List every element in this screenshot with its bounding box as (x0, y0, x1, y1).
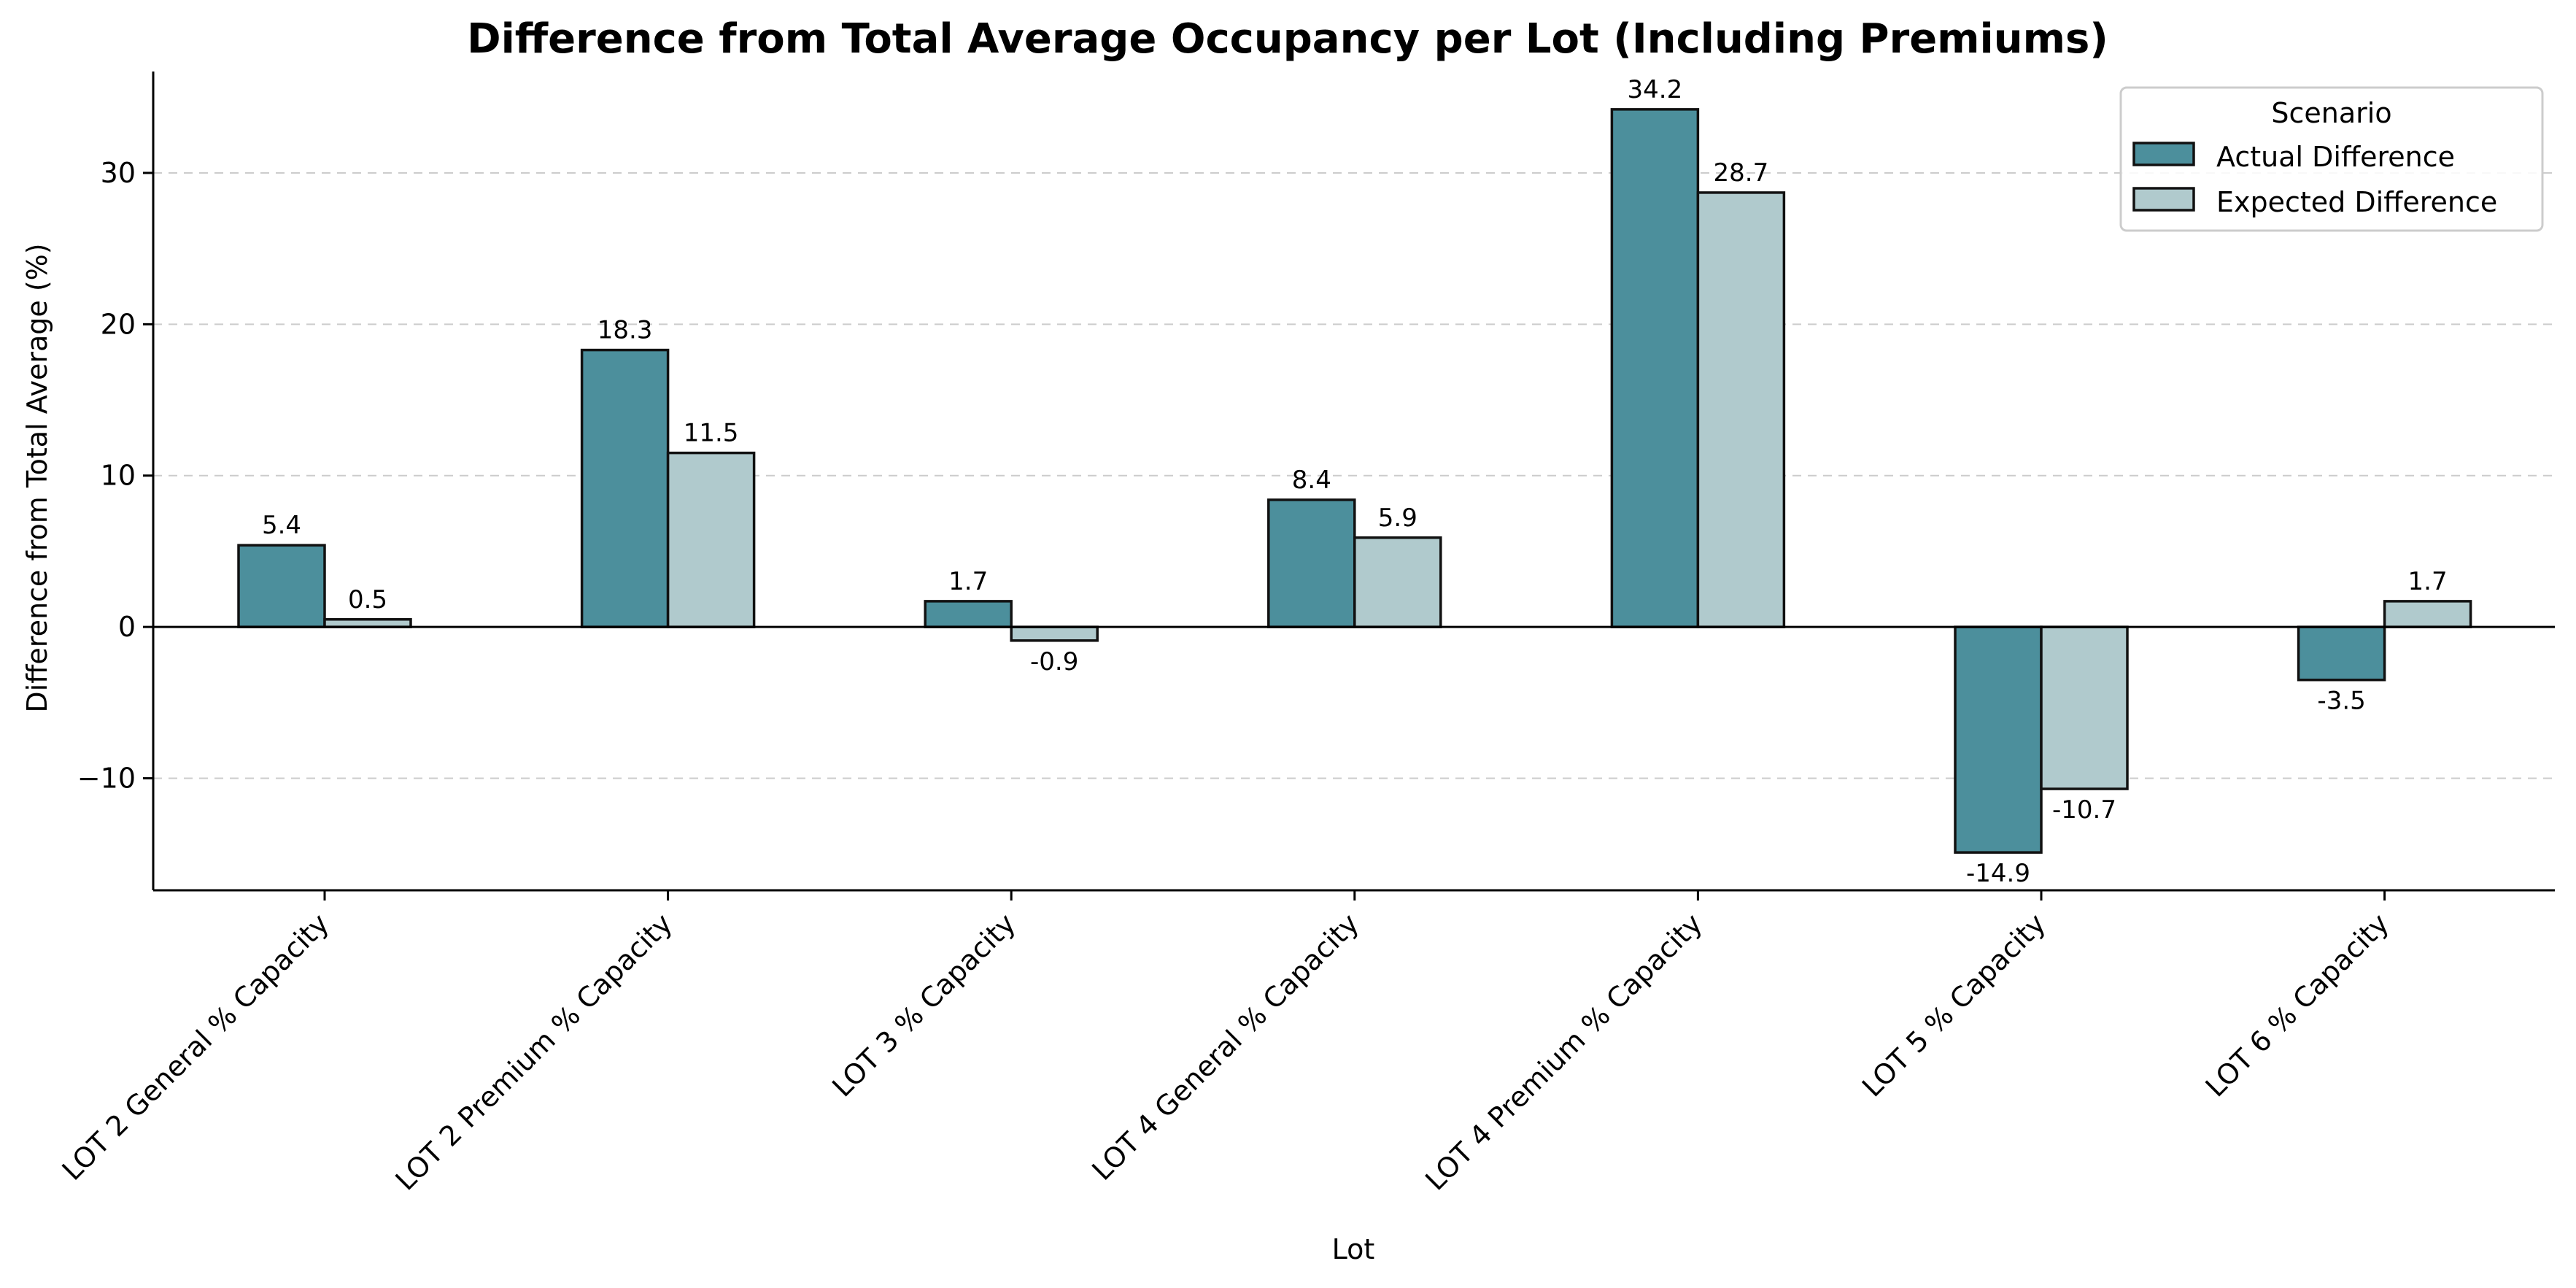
axes: −10 0 10 20 30 LOT 2 General % Capacity LOT 2 … (56, 72, 2555, 1197)
bar-actual (924, 600, 1013, 628)
legend-label-actual: Actual Difference (2216, 141, 2455, 173)
x-tick-label: LOT 2 General % Capacity (56, 907, 336, 1187)
x-tick-label: LOT 5 % Capacity (1856, 907, 2051, 1103)
data-label: 11.5 (684, 419, 739, 448)
bar-actual (1610, 108, 1700, 628)
bar-expected (666, 451, 756, 628)
bar-actual (2297, 625, 2386, 682)
y-axis-label: Difference from Total Average (%) (21, 243, 53, 712)
x-tick-label: LOT 4 General % Capacity (1086, 907, 1365, 1187)
bar-expected (1696, 191, 1786, 628)
data-label: 8.4 (1292, 466, 1331, 495)
legend-label-expected: Expected Difference (2216, 186, 2497, 218)
y-tick-label: 10 (101, 460, 136, 492)
data-label: 34.2 (1628, 75, 1683, 104)
bar-expected (2383, 600, 2472, 628)
y-tick-label: 0 (118, 611, 136, 643)
bar-expected (2040, 625, 2129, 790)
bar-actual (1954, 625, 2043, 854)
data-label: 18.3 (597, 316, 653, 345)
x-tick-label: LOT 3 % Capacity (826, 907, 1021, 1103)
data-label: 1.7 (948, 567, 988, 596)
bars (237, 108, 2472, 854)
legend: Scenario Actual Difference Expected Diff… (2119, 86, 2544, 232)
y-tick-label: 20 (101, 308, 136, 340)
data-labels: 5.4 18.3 1.7 8.4 34.2 -14.9 -3.5 0.5 11.5 -0.9 5.9… (262, 75, 2448, 888)
bar-expected (1010, 625, 1099, 642)
legend-swatch-expected (2132, 187, 2195, 212)
data-label: -3.5 (2317, 687, 2365, 716)
x-tick-label: LOT 2 Premium % Capacity (389, 907, 678, 1196)
y-tick-label: −10 (77, 763, 136, 795)
data-label: 28.7 (1714, 158, 1769, 188)
x-tick-label: LOT 4 Premium % Capacity (1419, 907, 1708, 1196)
data-label: 5.4 (262, 511, 301, 540)
bar-actual (1267, 498, 1356, 628)
data-label: -10.7 (2052, 795, 2116, 825)
x-axis-label: Lot (1332, 1233, 1375, 1265)
data-label: -0.9 (1030, 647, 1078, 676)
legend-frame (2119, 86, 2544, 232)
bar-actual (580, 348, 670, 628)
chart-title: Difference from Total Average Occupancy … (467, 15, 2108, 63)
data-label: 1.7 (2408, 567, 2448, 596)
bar-expected (323, 618, 412, 628)
bar-expected (1353, 536, 1442, 628)
data-label: -14.9 (1966, 859, 2030, 888)
data-label: 5.9 (1378, 504, 1417, 533)
legend-title: Scenario (2271, 97, 2391, 129)
data-label: 0.5 (348, 585, 387, 614)
legend-swatch-actual (2132, 142, 2195, 166)
bar-actual (237, 544, 326, 628)
x-tick-label: LOT 6 % Capacity (2200, 907, 2395, 1103)
grid-lines (153, 171, 2555, 779)
y-tick-label: 30 (101, 157, 136, 189)
